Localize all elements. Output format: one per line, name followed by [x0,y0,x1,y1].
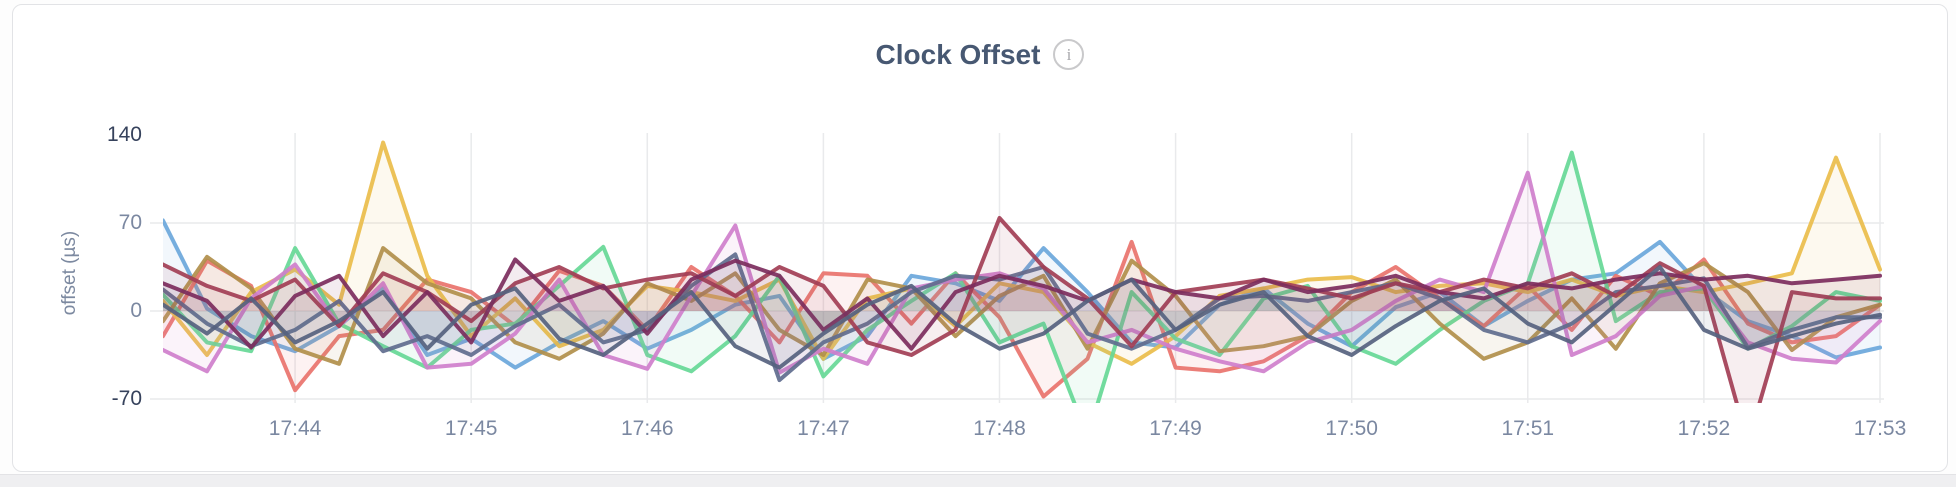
page-background-strip [0,474,1956,487]
x-tick-label-17:49: 17:49 [1149,417,1202,440]
y-tick-label--70: -70 [111,387,142,410]
x-tick-label-17:47: 17:47 [797,417,850,440]
x-tick-label-17:52: 17:52 [1677,417,1731,440]
y-tick-label-0: 0 [130,299,142,322]
clock-offset-panel: Clock Offset i offset (µs) [12,4,1948,472]
series-area-node-1 [163,220,1880,368]
series-group [163,140,1882,403]
series-area-node-9 [163,259,1880,349]
series-line-node-2 [163,239,1882,399]
chart-header: Clock Offset i [13,39,1947,70]
series-area-node-6 [163,172,1880,373]
x-tick-label-17:46: 17:46 [621,417,674,440]
series-area-node-10 [163,267,1880,368]
x-tick-label-17:44: 17:44 [268,417,322,440]
y-tick-label-140: 140 [106,123,142,146]
series-area-node-4 [163,152,1880,403]
series-line-node-4 [163,150,1882,403]
x-tick-label-17:53: 17:53 [1853,417,1907,440]
y-tick-label-70: 70 [118,211,142,234]
info-icon[interactable]: i [1053,39,1085,70]
series-area-node-8 [163,218,1880,403]
chart-title: Clock Offset [875,38,1041,70]
x-tick-label-17:48: 17:48 [973,417,1026,440]
series-line-node-9 [163,257,1882,351]
series-line-node-10 [163,265,1882,370]
series-line-node-7 [163,252,1882,383]
x-tick-label-17:50: 17:50 [1325,417,1378,440]
gridlines [150,133,1884,403]
series-area-node-2 [163,241,1880,397]
x-tick-label-17:51: 17:51 [1501,417,1555,440]
x-tick-label-17:45: 17:45 [444,417,498,440]
